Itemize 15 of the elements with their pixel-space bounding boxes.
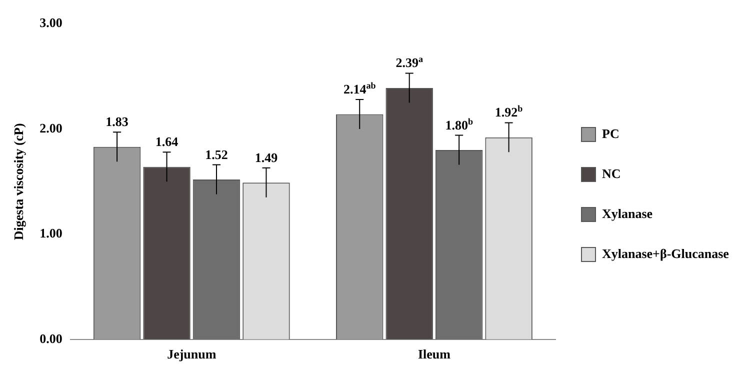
x-tick-label: Jejunum [167,346,216,362]
x-tick-label: Ileum [418,346,451,362]
data-label: 1.83 [106,114,129,130]
legend-label: Xylanase+β-Glucanase [602,246,730,261]
y-axis-title: Digesta viscosity (cP) [11,123,26,240]
y-tick-label: 1.00 [40,226,62,241]
data-label: 1.49 [254,150,278,165]
data-label: 1.52 [205,146,228,162]
legend-label: PC [602,126,620,141]
legend-label: NC [602,166,621,181]
legend-label: Xylanase [602,206,653,221]
y-tick-label: 2.00 [40,120,62,136]
data-label: 1.64 [155,134,179,150]
y-tick-label: 0.00 [40,330,62,346]
y-tick-label: 3.00 [40,15,62,30]
